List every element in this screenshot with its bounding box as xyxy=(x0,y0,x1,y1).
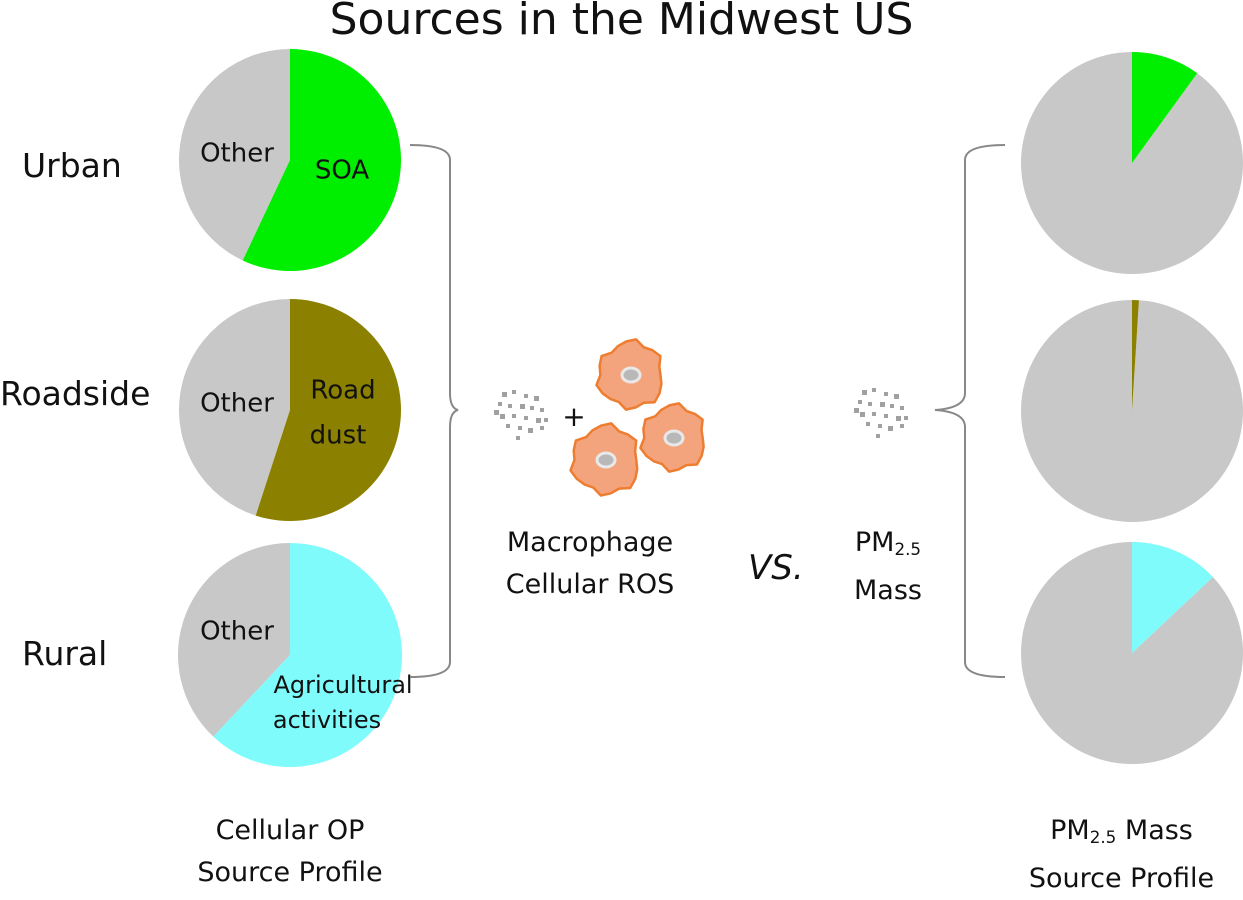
particle-dot xyxy=(876,434,880,438)
particle-dot xyxy=(878,424,882,428)
particle-dot xyxy=(858,400,862,404)
particle-dot xyxy=(884,414,888,418)
particle-dot xyxy=(544,418,548,422)
macrophage-cell-icon-top xyxy=(595,338,663,411)
particle-dot xyxy=(888,426,893,431)
macrophage-cell-icon-bottom xyxy=(569,422,639,497)
row-label-urban: Urban xyxy=(22,146,122,185)
particle-dot xyxy=(540,426,544,430)
op-pie-rural-other-label: Other xyxy=(200,617,274,647)
particle-dot xyxy=(896,416,901,421)
particle-dot xyxy=(904,416,908,420)
particle-dot xyxy=(498,402,502,406)
pm-caption-main: PM xyxy=(1050,815,1090,846)
op-pie-roadside-other-slice xyxy=(178,299,290,516)
particle-dot xyxy=(534,396,539,401)
pm-center-line1: PM2.5 xyxy=(818,522,958,570)
pm-pie-urban-source-slice xyxy=(1132,52,1198,163)
particle-dot xyxy=(524,416,528,420)
pm-center-sub: 2.5 xyxy=(894,539,922,560)
particle-dot xyxy=(872,412,876,416)
particle-dot xyxy=(868,402,872,406)
pm-caption-sub: 2.5 xyxy=(1089,827,1117,848)
op-pie-rural-source-label-line2: activities xyxy=(273,706,381,734)
pm-pie-roadside-source-slice xyxy=(1132,300,1139,411)
particle-dot xyxy=(500,414,505,419)
cell-nucleus xyxy=(595,451,617,469)
row-label-roadside: Roadside xyxy=(0,374,151,413)
particle-dot xyxy=(872,388,876,392)
cellular-op-caption-line1: Cellular OP xyxy=(215,815,365,846)
op-pie-urban-source-label-line1: SOA xyxy=(315,156,370,186)
particle-dot xyxy=(890,404,894,408)
left-brace xyxy=(409,144,459,678)
op-pie-roadside-other-label: Other xyxy=(200,389,274,419)
particle-dot xyxy=(900,406,904,410)
op-pie-rural-source-slice xyxy=(213,543,403,768)
op-pie-urban-source-slice xyxy=(242,49,401,271)
particle-dot xyxy=(528,428,533,433)
macrophage-cell-icon-right xyxy=(639,402,705,473)
cell-nucleus xyxy=(620,366,642,384)
particle-dot xyxy=(516,436,520,440)
op-pie-roadside-source-label-line1: Road xyxy=(310,376,375,406)
diagram-title: Sources in the Midwest US xyxy=(329,0,914,45)
op-pie-rural-other-slice xyxy=(178,543,290,737)
macrophage-caption: Macrophage Cellular ROS xyxy=(480,522,700,606)
particle-dot xyxy=(520,404,525,409)
row-label-rural: Rural xyxy=(22,634,108,673)
op-pie-rural-source-label-line1: Agricultural xyxy=(273,671,412,699)
pm-mass-caption-line1: PM2.5 Mass xyxy=(1000,810,1243,858)
pm-center-main: PM xyxy=(854,527,895,558)
particle-dot xyxy=(512,414,516,418)
cellular-op-caption: Cellular OP Source Profile xyxy=(160,810,420,894)
particle-dot xyxy=(540,408,544,412)
particle-dot xyxy=(880,402,885,407)
particle-cluster-icon-right xyxy=(854,388,908,438)
particle-dot xyxy=(894,394,899,399)
particle-dot xyxy=(524,394,528,398)
particle-dot xyxy=(506,424,510,428)
particle-cluster-icon-left xyxy=(494,390,548,440)
particle-dot xyxy=(900,424,904,428)
pm-mass-caption-line2: Source Profile xyxy=(1028,863,1215,895)
pm-pie-roadside-other-slice xyxy=(1020,299,1243,523)
particle-dot xyxy=(866,422,870,426)
pm-pie-rural-source-slice xyxy=(1132,542,1213,653)
cellular-op-caption-line2: Source Profile xyxy=(197,857,383,888)
particle-dot xyxy=(518,426,522,430)
particle-dot xyxy=(508,404,512,408)
particle-dot xyxy=(494,410,499,415)
macrophage-caption-line1: Macrophage xyxy=(506,527,674,558)
particle-dot xyxy=(854,408,859,413)
macrophage-caption-line2: Cellular ROS xyxy=(505,569,675,600)
particle-dot xyxy=(860,412,865,417)
cell-nucleus xyxy=(663,429,685,447)
right-brace xyxy=(934,144,1006,678)
particle-dot xyxy=(536,418,541,423)
pm-mass-center-caption: PM2.5 Mass xyxy=(818,522,958,612)
particle-dot xyxy=(884,392,888,396)
particle-dot xyxy=(512,390,516,394)
vs-label: VS. xyxy=(748,548,804,588)
op-pie-urban-other-slice xyxy=(178,49,290,261)
particle-dot xyxy=(862,390,867,395)
pm-pie-rural-other-slice xyxy=(1021,542,1243,764)
pm-pie-urban-other-slice xyxy=(1020,52,1243,274)
pm-center-line2: Mass xyxy=(854,575,922,607)
pm-mass-caption: PM2.5 Mass Source Profile xyxy=(1000,810,1243,900)
pm-caption-rest: Mass xyxy=(1116,815,1193,846)
particle-dot xyxy=(530,406,534,410)
op-pie-roadside-source-label-line2: dust xyxy=(310,421,367,451)
particle-dot xyxy=(502,392,507,397)
op-pie-roadside-source-slice xyxy=(255,299,401,521)
plus-sign: + xyxy=(562,400,585,433)
op-pie-urban-other-label: Other xyxy=(200,139,274,169)
